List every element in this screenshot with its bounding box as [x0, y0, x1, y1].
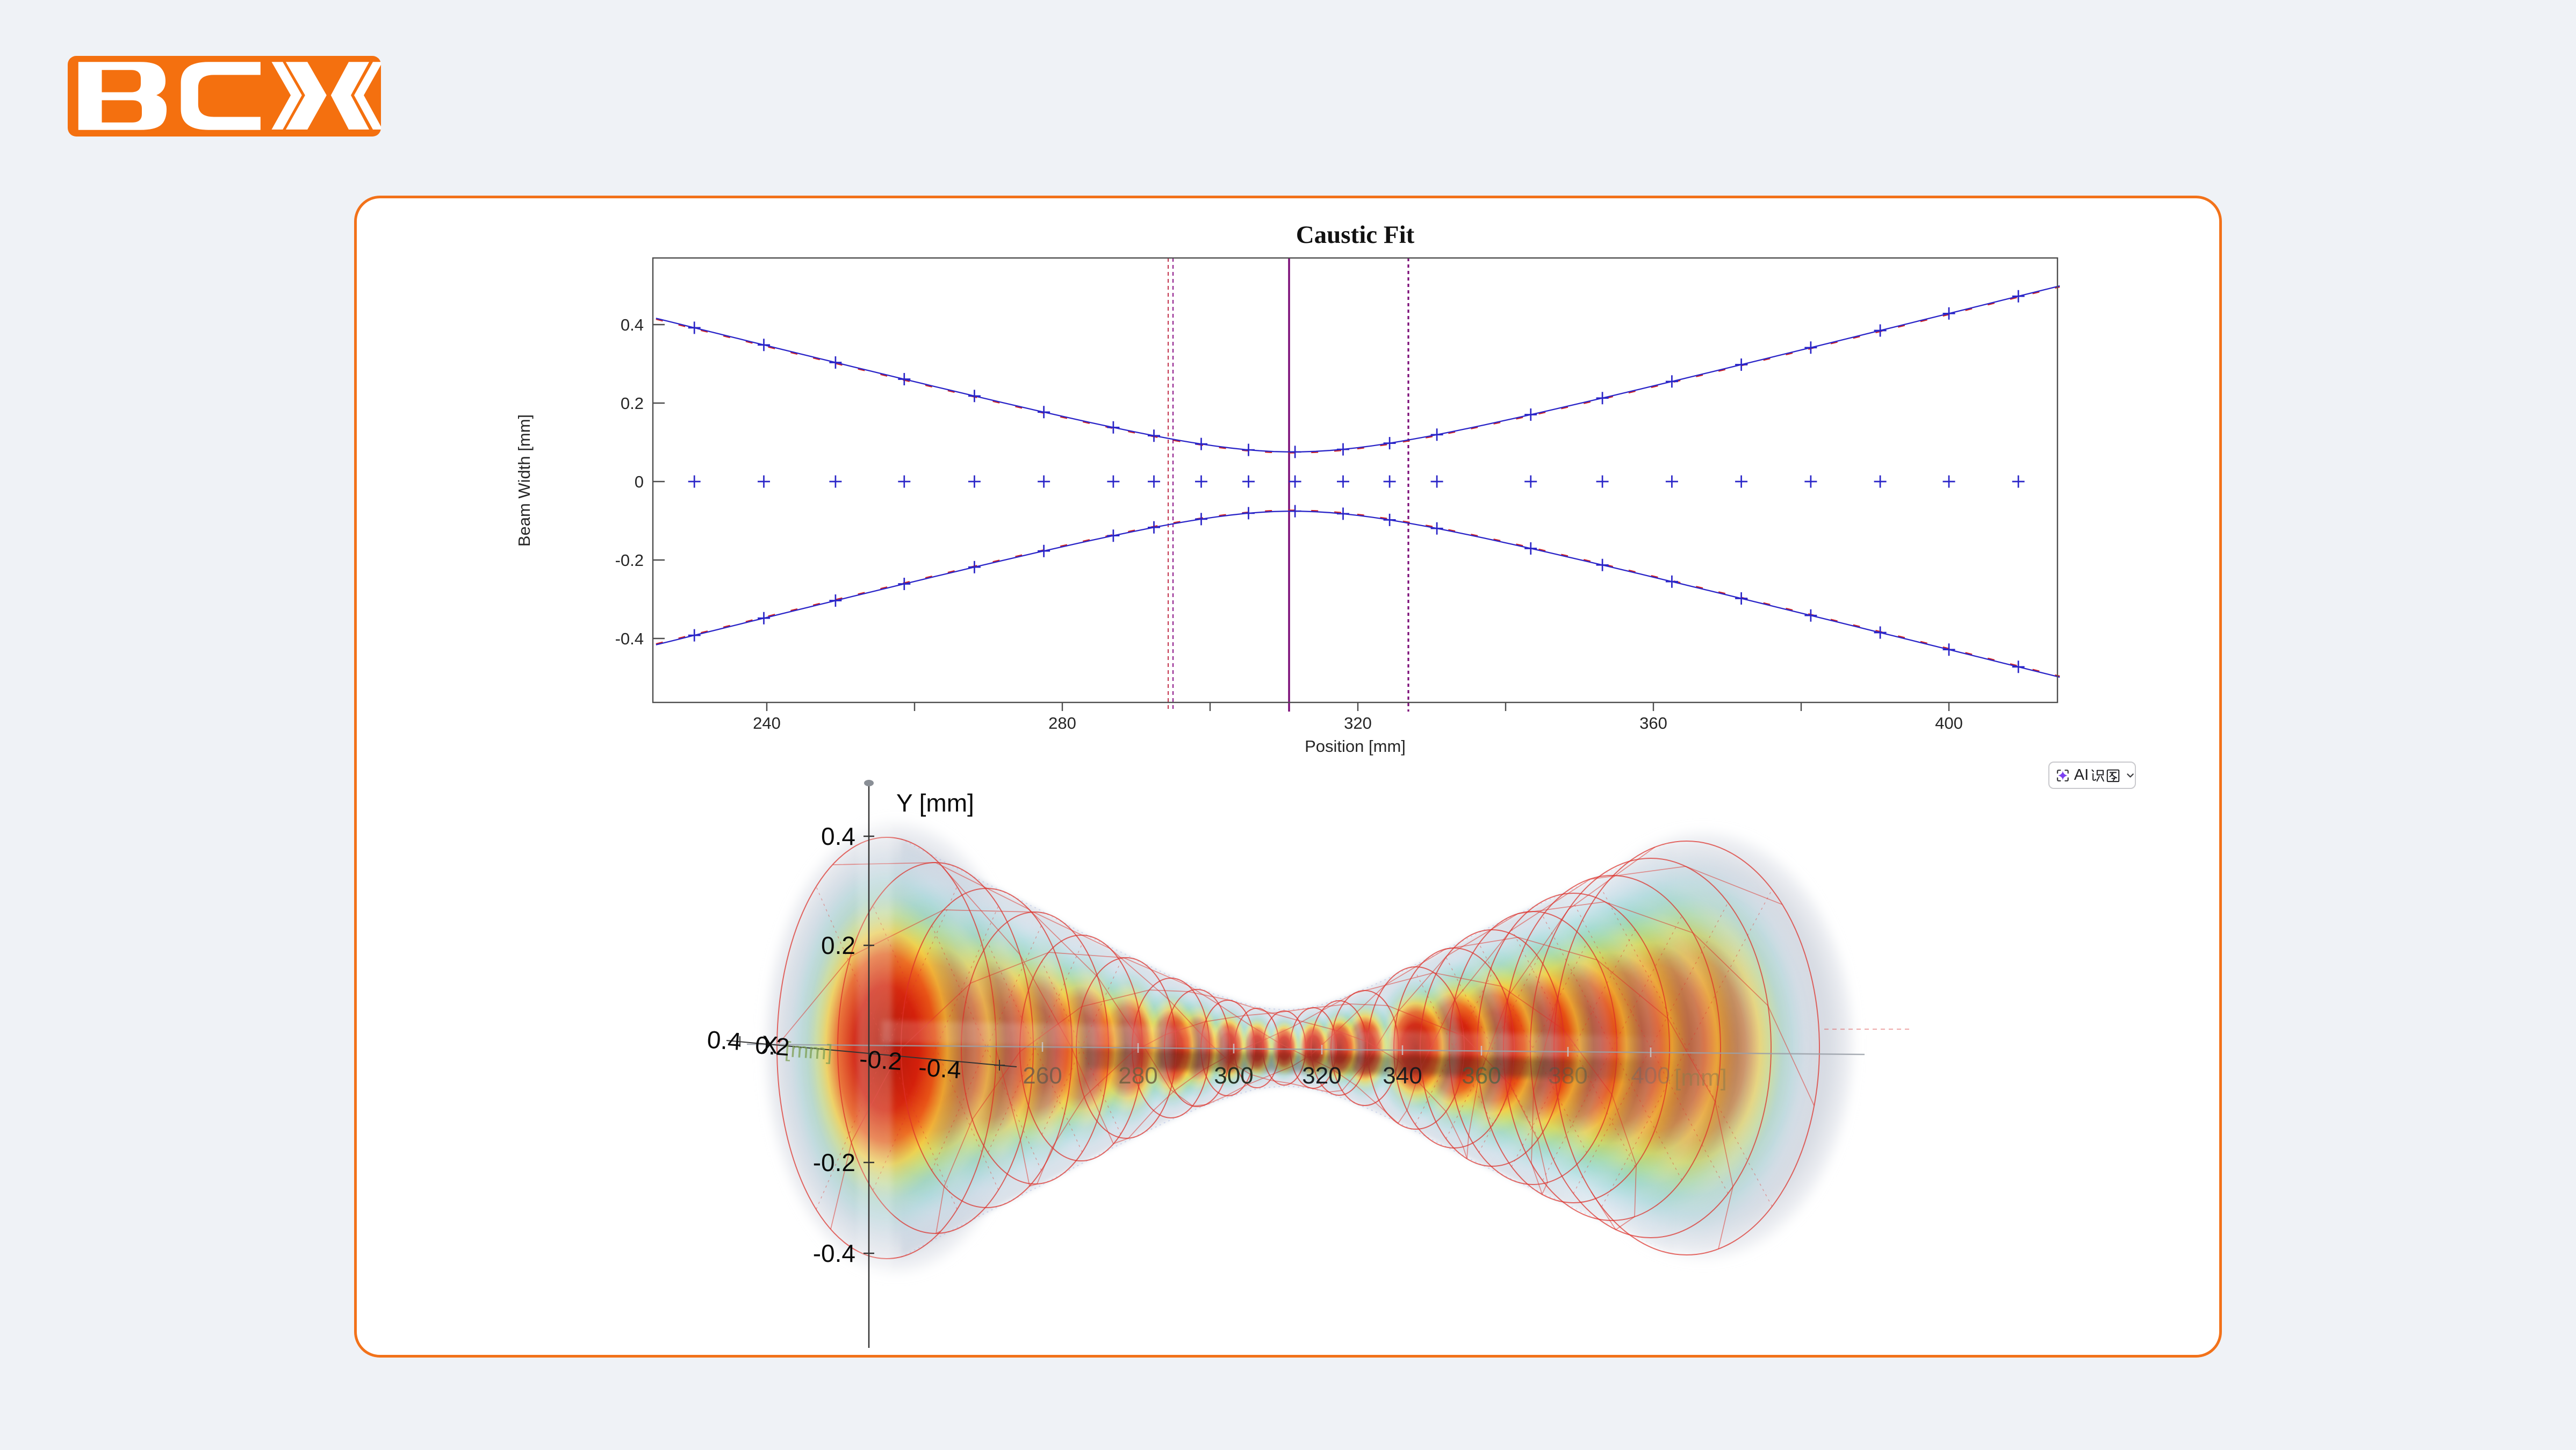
- svg-text:260: 260: [1023, 1063, 1062, 1089]
- svg-text:240: 240: [753, 714, 781, 733]
- svg-text:320: 320: [1302, 1063, 1341, 1089]
- svg-text:-0.4: -0.4: [813, 1239, 855, 1267]
- svg-text:300: 300: [1214, 1063, 1253, 1089]
- svg-text:Caustic Fit: Caustic Fit: [1296, 221, 1415, 249]
- svg-text:0.2: 0.2: [754, 1031, 790, 1061]
- svg-text:X: X: [760, 1030, 779, 1059]
- svg-text:340: 340: [1383, 1063, 1422, 1089]
- svg-text:-0.2: -0.2: [615, 551, 644, 570]
- svg-text:0.2: 0.2: [621, 394, 644, 413]
- svg-text:380: 380: [1548, 1063, 1587, 1089]
- svg-text:-0.4: -0.4: [615, 629, 644, 648]
- svg-text:Y [mm]: Y [mm]: [896, 789, 974, 817]
- svg-text:0.4: 0.4: [706, 1025, 742, 1056]
- svg-text:0.2: 0.2: [821, 931, 855, 959]
- svg-text:Position [mm]: Position [mm]: [1305, 737, 1406, 756]
- svg-text:-0.2: -0.2: [813, 1148, 855, 1176]
- svg-text:360: 360: [1639, 714, 1667, 733]
- svg-text:360: 360: [1462, 1063, 1501, 1089]
- svg-text:320: 320: [1344, 714, 1372, 733]
- svg-text:280: 280: [1048, 714, 1076, 733]
- svg-text:0.4: 0.4: [621, 315, 644, 334]
- svg-text:[mm]: [mm]: [1674, 1065, 1727, 1091]
- svg-text:280: 280: [1118, 1063, 1157, 1089]
- svg-text:-0.2: -0.2: [859, 1045, 903, 1075]
- svg-text:[mm]: [mm]: [784, 1038, 833, 1065]
- svg-text:400: 400: [1935, 714, 1963, 733]
- svg-text:-0.4: -0.4: [918, 1053, 962, 1083]
- svg-text:400: 400: [1631, 1063, 1670, 1089]
- svg-text:0.4: 0.4: [821, 822, 855, 850]
- svg-text:0: 0: [635, 472, 644, 491]
- svg-text:Beam Width [mm]: Beam Width [mm]: [515, 414, 534, 547]
